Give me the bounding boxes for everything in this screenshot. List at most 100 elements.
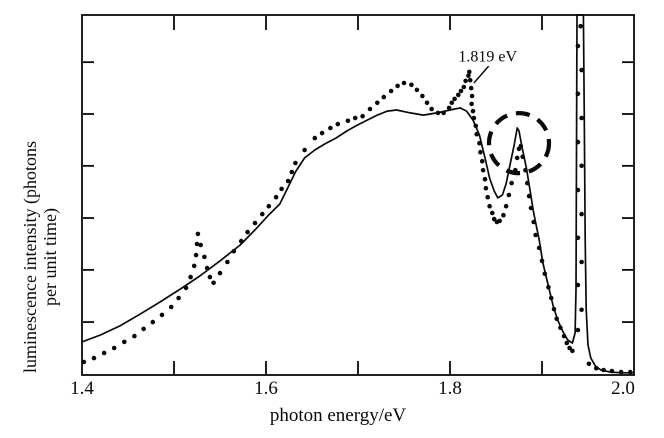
data-point-dot <box>575 139 581 145</box>
data-point-dot <box>575 282 581 288</box>
data-point-dot <box>618 369 624 375</box>
solid-curve <box>81 14 635 374</box>
y-axis-label-line1: luminescence intensity (photons <box>20 141 40 373</box>
data-point-dot <box>579 115 584 121</box>
data-point-dot <box>375 100 380 106</box>
data-point-dot <box>231 248 237 254</box>
data-point-dot <box>414 87 420 93</box>
data-point-dot <box>211 280 216 286</box>
data-point-dot <box>575 327 581 333</box>
data-point-dot <box>111 345 117 351</box>
data-point-dot <box>482 176 488 182</box>
data-point-dot <box>345 118 351 124</box>
data-point-dot <box>458 88 464 94</box>
x-tick-label-1-6: 1.6 <box>254 378 278 399</box>
dotted-curve <box>81 23 633 375</box>
data-point-dot <box>429 106 434 112</box>
data-point-dot <box>328 125 333 131</box>
data-point-dot <box>352 115 358 121</box>
data-point-dot <box>225 259 230 265</box>
data-point-dot <box>285 178 291 184</box>
data-point-dot <box>159 312 165 318</box>
data-point-dot <box>554 316 559 322</box>
data-point-dot <box>579 211 584 217</box>
data-point-dot <box>485 194 491 200</box>
data-point-dot <box>91 355 97 361</box>
data-point-dot <box>628 369 633 375</box>
data-point-dot <box>586 361 592 367</box>
data-point-dot <box>477 140 482 146</box>
data-point-dot <box>132 333 137 339</box>
data-point-dot <box>446 105 452 111</box>
peak-annotation-label: 1.819 eV <box>458 48 518 66</box>
data-point-dot <box>245 229 250 235</box>
data-point-dot <box>420 93 425 99</box>
data-point-dot <box>279 186 284 192</box>
data-point-dot <box>501 212 506 218</box>
data-point-dot <box>491 216 497 222</box>
data-point-dot <box>480 167 486 173</box>
data-point-dot <box>122 339 127 345</box>
data-point-dot <box>518 143 524 149</box>
data-point-dot <box>456 92 461 98</box>
data-point-dot <box>176 295 181 301</box>
data-point-dot <box>503 203 509 209</box>
data-point-dot <box>312 135 318 141</box>
data-point-dot <box>193 252 199 258</box>
y-axis-label-line2: per unit time) <box>40 208 60 306</box>
data-point-dot <box>424 100 430 106</box>
data-point-dot <box>469 101 474 107</box>
data-point-dot <box>533 232 538 238</box>
data-point-dot <box>461 84 467 90</box>
data-point-dot <box>561 333 567 339</box>
data-point-dot <box>546 284 551 290</box>
data-point-dot <box>579 67 584 73</box>
data-point-dot <box>183 285 189 291</box>
x-axis-label: photon energy/eV <box>269 405 407 426</box>
data-point-dot <box>497 218 503 224</box>
data-point-dot <box>578 23 583 29</box>
data-point-dot <box>207 274 213 280</box>
data-point-dot <box>150 319 156 325</box>
data-point-dot <box>536 245 542 251</box>
data-point-dot <box>575 91 581 97</box>
data-point-dot <box>478 149 483 155</box>
data-point-dot <box>449 100 455 106</box>
data-point-dot <box>198 242 203 248</box>
data-point-dot <box>570 348 575 354</box>
data-point-dot <box>575 43 581 49</box>
data-point-dot <box>526 193 532 199</box>
data-point-dot <box>401 80 407 86</box>
data-point-dot <box>463 78 468 84</box>
data-point-dot <box>469 93 475 99</box>
data-point-dot <box>483 185 489 191</box>
data-point-dot <box>367 106 373 112</box>
data-point-dot <box>388 88 394 94</box>
data-point-dot <box>514 155 520 161</box>
data-point-dot <box>466 73 471 79</box>
data-point-dot <box>266 203 272 209</box>
data-point-dot <box>260 211 265 217</box>
data-point-dot <box>575 235 581 241</box>
data-point-dot <box>319 130 325 136</box>
data-point-dot <box>188 274 193 280</box>
data-point-dot <box>202 254 207 260</box>
data-point-dot <box>601 367 606 373</box>
data-point-dot <box>252 220 258 226</box>
data-point-dot <box>509 180 514 186</box>
data-point-dot <box>467 77 473 83</box>
x-tick-label-1-8: 1.8 <box>438 378 462 399</box>
data-point-dot <box>204 265 210 271</box>
data-point-dot <box>551 306 557 312</box>
data-point-dot <box>579 259 584 265</box>
data-point-dot <box>293 160 298 166</box>
data-point-dot <box>528 205 534 211</box>
data-point-dot <box>579 163 584 169</box>
data-point-dot <box>191 263 197 269</box>
data-point-dot <box>468 85 474 91</box>
data-point-dot <box>81 359 87 365</box>
annotation-leader-line <box>473 65 490 84</box>
data-point-dot <box>531 219 536 225</box>
